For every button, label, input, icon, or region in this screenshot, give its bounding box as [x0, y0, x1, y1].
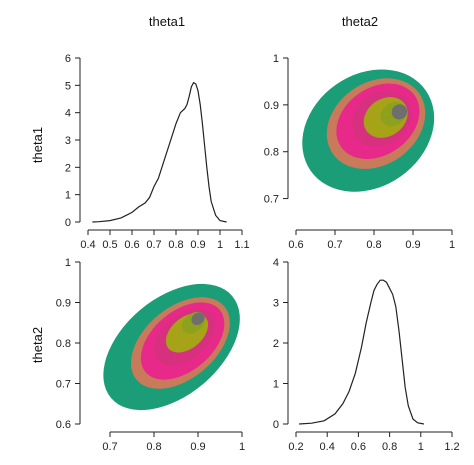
y-tick-label: 3 — [65, 135, 71, 147]
density-curve — [299, 279, 425, 425]
x-tick-label: 0.6 — [351, 441, 366, 453]
y-tick-label: 1 — [65, 257, 71, 269]
x-tick-label: 0.5 — [102, 239, 117, 251]
column-title-theta2: theta2 — [342, 14, 378, 29]
theta1-vs-theta2-contour-panel: 0.7 0.8 0.9 1 0.6 0.7 0.8 0.9 1 — [56, 257, 245, 453]
x-tick-label: 0.8 — [382, 441, 397, 453]
row-title-theta2: theta2 — [30, 327, 45, 363]
x-tick-label: 0.8 — [168, 239, 183, 251]
y-tick-label: 2 — [65, 162, 71, 174]
y-tick-label: 1 — [273, 379, 279, 391]
x-tick-label: 1 — [217, 239, 223, 251]
x-tick-label: 0.4 — [320, 441, 335, 453]
y-tick-label: 2 — [273, 338, 279, 350]
x-tick-label: 0.9 — [405, 239, 420, 251]
y-tick-label: 5 — [65, 80, 71, 92]
density-curve — [92, 81, 227, 223]
x-tick-label: 0.7 — [102, 441, 117, 453]
y-tick-label: 4 — [65, 108, 71, 120]
y-tick-label: 3 — [273, 298, 279, 310]
y-tick-label: 4 — [273, 257, 279, 269]
x-tick-label: 1.2 — [444, 441, 459, 453]
y-tick-label: 0.8 — [264, 147, 279, 159]
contour-level-7 — [191, 312, 205, 326]
y-tick-label: 0.6 — [56, 419, 71, 431]
y-tick-label: 0.9 — [264, 100, 279, 112]
x-tick-label: 0.6 — [124, 239, 139, 251]
x-tick-label: 0.7 — [327, 239, 342, 251]
x-tick-label: 0.8 — [146, 441, 161, 453]
x-tick-label: 1 — [418, 441, 424, 453]
y-tick-label: 0.7 — [56, 379, 71, 391]
y-tick-label: 0.9 — [56, 298, 71, 310]
x-tick-label: 1.1 — [234, 239, 249, 251]
column-title-theta1: theta1 — [149, 14, 185, 29]
x-tick-label: 1 — [449, 239, 455, 251]
row-title-theta1: theta1 — [30, 127, 45, 163]
y-tick-label: 0.7 — [264, 194, 279, 206]
x-tick-label: 0.4 — [80, 239, 95, 251]
x-tick-label: 0.7 — [146, 239, 161, 251]
contour-level-7 — [391, 104, 408, 120]
y-tick-label: 1 — [273, 53, 279, 65]
theta1-density-panel: 0.4 0.5 0.6 0.7 0.8 0.9 1 1.1 0 1 2 3 4 5 6 — [65, 53, 250, 251]
y-tick-label: 0 — [65, 217, 71, 229]
x-tick-label: 1 — [239, 441, 245, 453]
y-tick-label: 0 — [273, 419, 279, 431]
y-tick-label: 6 — [65, 53, 71, 65]
x-tick-label: 0.9 — [190, 441, 205, 453]
y-tick-label: 0.8 — [56, 338, 71, 350]
y-tick-label: 1 — [65, 190, 71, 202]
x-tick-label: 0.2 — [288, 441, 303, 453]
theta2-density-panel: 0.2 0.4 0.6 0.8 1 1.2 0 1 2 3 4 — [273, 257, 460, 453]
x-tick-label: 0.6 — [288, 239, 303, 251]
x-tick-label: 0.9 — [190, 239, 205, 251]
x-tick-label: 0.8 — [366, 239, 381, 251]
theta2-vs-theta1-contour-panel: 0.6 0.7 0.8 0.9 1 0.7 0.8 0.9 1 — [264, 53, 455, 251]
